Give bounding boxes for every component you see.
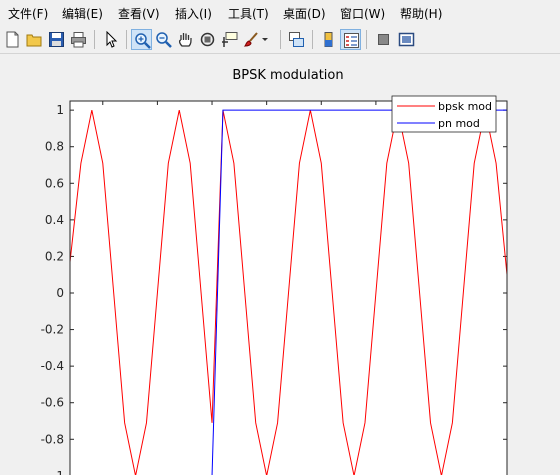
menu-window[interactable]: 窗口(W): [340, 5, 385, 22]
legend[interactable]: bpsk mod pn mod: [392, 96, 496, 132]
chevron-down-icon: [261, 31, 269, 48]
folder-icon: [26, 31, 43, 48]
y-tick-label: -0.4: [41, 359, 64, 373]
y-tick-label: 0.6: [45, 176, 64, 190]
menu-view[interactable]: 查看(V): [118, 5, 160, 22]
menu-desktop[interactable]: 桌面(D): [283, 5, 326, 22]
legend-icon: [343, 32, 360, 49]
data-cursor-button[interactable]: [219, 29, 240, 50]
bpsk-plot[interactable]: BPSK modulation 707580859095100105 10.80…: [0, 54, 560, 475]
toolbar-separator: [312, 30, 313, 49]
show-plot-tools-button[interactable]: [396, 29, 417, 50]
menu-file[interactable]: 文件(F): [8, 5, 48, 22]
insert-legend-button[interactable]: [340, 29, 361, 50]
y-tick-label: 1: [56, 103, 64, 117]
insert-colorbar-button[interactable]: [318, 29, 339, 50]
y-tick-label: 0.8: [45, 140, 64, 154]
legend-label-bpsk-mod: bpsk mod: [438, 100, 492, 113]
hide-plot-tools-icon: [375, 31, 392, 48]
toolbar-separator: [280, 30, 281, 49]
hand-icon: [177, 31, 194, 48]
data-cursor-icon: [221, 31, 238, 48]
show-plot-tools-icon: [398, 31, 415, 48]
chart-title: BPSK modulation: [232, 68, 343, 83]
zoom-out-button[interactable]: [153, 29, 174, 50]
print-button[interactable]: [68, 29, 89, 50]
pan-button[interactable]: [175, 29, 196, 50]
menu-tools[interactable]: 工具(T): [228, 5, 269, 22]
colorbar-icon: [320, 31, 337, 48]
menu-help[interactable]: 帮助(H): [400, 5, 442, 22]
zoom-in-button[interactable]: [131, 29, 152, 50]
y-tick-label: 0.4: [45, 213, 64, 227]
menu-bar: 文件(F) 编辑(E) 查看(V) 插入(I) 工具(T) 桌面(D) 窗口(W…: [0, 0, 560, 26]
y-tick-label: -0.6: [41, 396, 64, 410]
save-disk-icon: [48, 31, 65, 48]
toolbar-separator: [94, 30, 95, 49]
link-plot-button[interactable]: [286, 29, 307, 50]
zoom-in-icon: [134, 32, 151, 49]
brush-dropdown[interactable]: [259, 29, 271, 50]
toolbar-separator: [366, 30, 367, 49]
figure-canvas: BPSK modulation 707580859095100105 10.80…: [0, 54, 560, 475]
printer-icon: [70, 31, 87, 48]
legend-label-pn-mod: pn mod: [438, 117, 480, 130]
rotate-3d-button[interactable]: [197, 29, 218, 50]
new-figure-button[interactable]: [2, 29, 23, 50]
y-tick-label: 0: [56, 286, 64, 300]
y-tick-label: -1: [52, 469, 64, 475]
y-tick-label: 0.2: [45, 249, 64, 263]
hide-plot-tools-button[interactable]: [373, 29, 394, 50]
open-file-button[interactable]: [24, 29, 45, 50]
link-plot-icon: [288, 31, 305, 48]
menu-edit[interactable]: 编辑(E): [62, 5, 103, 22]
y-tick-label: -0.8: [41, 432, 64, 446]
arrow-cursor-icon: [102, 31, 119, 48]
menu-insert[interactable]: 插入(I): [175, 5, 212, 22]
edit-plot-button[interactable]: [100, 29, 121, 50]
rotate-icon: [199, 31, 216, 48]
zoom-out-icon: [155, 31, 172, 48]
save-button[interactable]: [46, 29, 67, 50]
brush-icon: [243, 31, 260, 48]
figure-toolbar: [0, 26, 560, 54]
y-tick-label: -0.2: [41, 323, 64, 337]
toolbar-separator: [126, 30, 127, 49]
new-file-icon: [4, 31, 21, 48]
